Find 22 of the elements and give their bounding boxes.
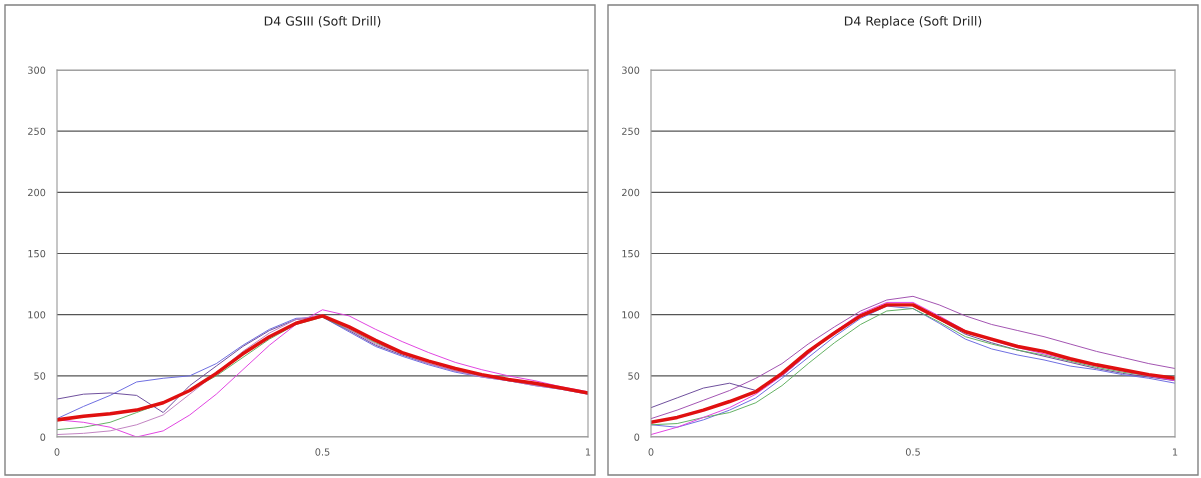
x-tick-label: 0 xyxy=(648,448,654,456)
y-tick-label: 300 xyxy=(28,66,46,74)
chart-title: D4 GSIII (Soft Drill) xyxy=(264,16,381,28)
x-tick-label: 0.5 xyxy=(315,448,330,456)
y-tick-label: 250 xyxy=(622,127,640,135)
x-tick-label: 0 xyxy=(54,448,60,456)
y-tick-label: 150 xyxy=(28,249,46,258)
y-tick-label: 50 xyxy=(628,372,640,380)
y-tick-label: 250 xyxy=(28,127,46,135)
y-tick-label: 50 xyxy=(34,372,46,380)
y-tick-label: 100 xyxy=(622,311,640,319)
chart-title: D4 Replace (Soft Drill) xyxy=(844,16,982,29)
x-tick-label: 0.5 xyxy=(905,448,920,456)
y-tick-label: 200 xyxy=(622,188,640,197)
y-tick-label: 150 xyxy=(622,249,640,258)
y-tick-label: 0 xyxy=(634,433,640,441)
y-tick-label: 100 xyxy=(28,311,46,319)
y-tick-label: 300 xyxy=(622,66,640,74)
y-tick-label: 0 xyxy=(40,433,46,441)
x-tick-label: 1 xyxy=(1172,448,1178,456)
y-tick-label: 200 xyxy=(28,188,46,197)
x-tick-label: 1 xyxy=(585,448,591,456)
